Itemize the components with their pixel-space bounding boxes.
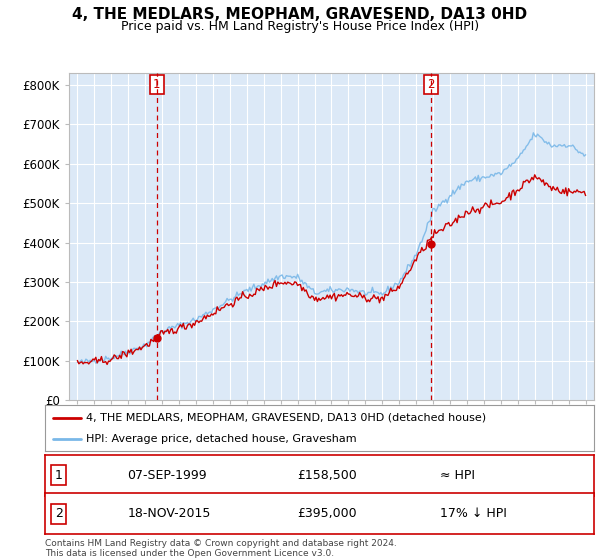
Text: ≈ HPI: ≈ HPI <box>440 469 475 482</box>
Text: 18-NOV-2015: 18-NOV-2015 <box>127 507 211 520</box>
Text: 4, THE MEDLARS, MEOPHAM, GRAVESEND, DA13 0HD: 4, THE MEDLARS, MEOPHAM, GRAVESEND, DA13… <box>73 7 527 22</box>
Point <box>152 333 161 342</box>
Text: 17% ↓ HPI: 17% ↓ HPI <box>440 507 507 520</box>
Text: This data is licensed under the Open Government Licence v3.0.: This data is licensed under the Open Gov… <box>45 549 334 558</box>
Text: 1: 1 <box>153 78 161 91</box>
Text: 2: 2 <box>55 507 62 520</box>
Text: 07-SEP-1999: 07-SEP-1999 <box>127 469 207 482</box>
Text: Price paid vs. HM Land Registry's House Price Index (HPI): Price paid vs. HM Land Registry's House … <box>121 20 479 33</box>
Text: 1: 1 <box>55 469 62 482</box>
Point <box>426 240 436 249</box>
Text: Contains HM Land Registry data © Crown copyright and database right 2024.: Contains HM Land Registry data © Crown c… <box>45 539 397 548</box>
Text: £395,000: £395,000 <box>298 507 357 520</box>
Text: £158,500: £158,500 <box>298 469 357 482</box>
Text: 4, THE MEDLARS, MEOPHAM, GRAVESEND, DA13 0HD (detached house): 4, THE MEDLARS, MEOPHAM, GRAVESEND, DA13… <box>86 413 487 423</box>
Text: HPI: Average price, detached house, Gravesham: HPI: Average price, detached house, Grav… <box>86 435 357 444</box>
Text: 2: 2 <box>427 78 435 91</box>
